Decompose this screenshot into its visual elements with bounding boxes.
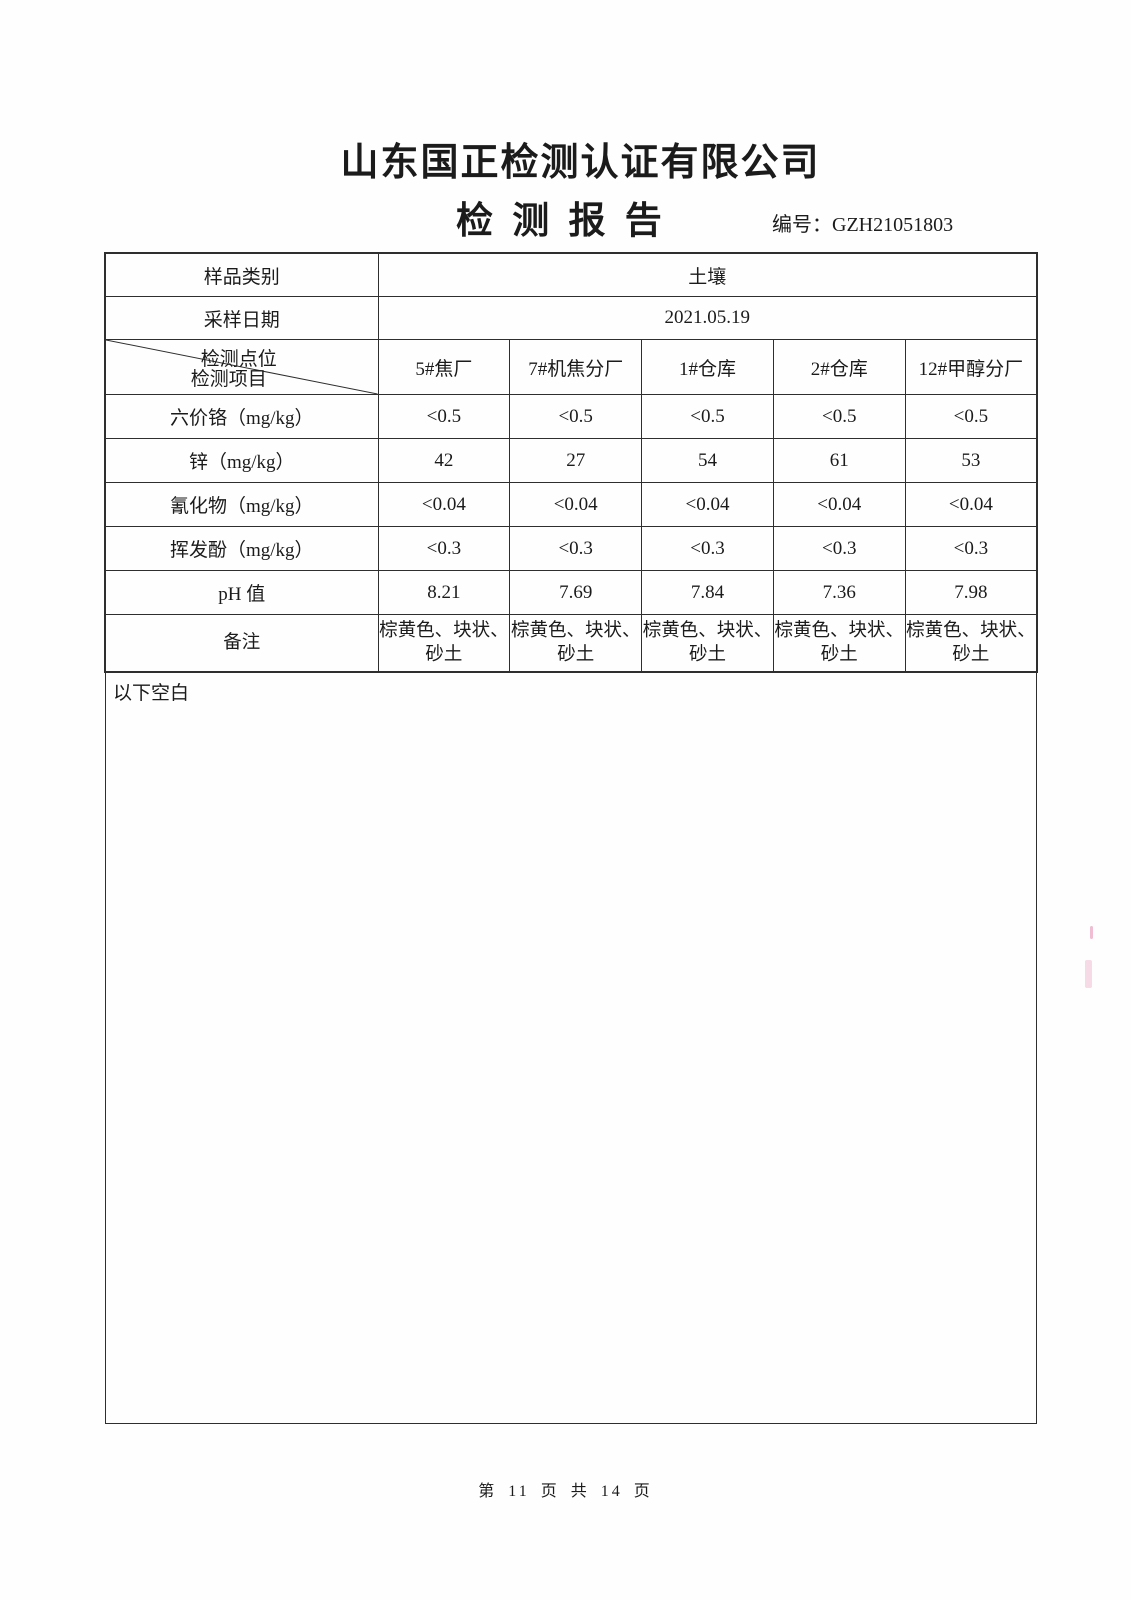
corner-label-test-point: 检测点位	[200, 349, 277, 370]
sampling-date-label: 采样日期	[104, 296, 379, 340]
result-cell: <0.5	[772, 394, 906, 439]
page-footer: 第 11 页 共 14 页	[478, 1483, 653, 1500]
scan-artifact	[1090, 926, 1093, 939]
sample-category-value: 土壤	[377, 252, 1038, 297]
diagonal-line	[106, 340, 378, 394]
diagonal-header-cell: 检测点位 检测项目	[104, 339, 379, 395]
row-label: 氰化物（mg/kg）	[104, 482, 379, 527]
result-cell: <0.04	[772, 482, 906, 527]
result-cell: 61	[772, 438, 906, 483]
table-row: 采样日期 2021.05.19	[104, 296, 1038, 340]
row-label: 挥发酚（mg/kg）	[104, 526, 379, 571]
location-header: 1#仓库	[641, 339, 774, 395]
result-cell: 棕黄色、块状、砂土	[509, 614, 643, 673]
sampling-date-value: 2021.05.19	[377, 296, 1038, 340]
corner-label-test-item: 检测项目	[190, 369, 267, 390]
result-cell: 棕黄色、块状、砂土	[641, 614, 774, 673]
result-cell: 54	[641, 438, 774, 483]
result-cell: <0.04	[509, 482, 643, 527]
row-label: 备注	[104, 614, 379, 673]
company-title: 山东国正检测认证有限公司	[340, 142, 821, 184]
blank-area: 以下空白	[105, 673, 1037, 1424]
table-row: 备注 棕黄色、块状、砂土 棕黄色、块状、砂土 棕黄色、块状、砂土 棕黄色、块状、…	[104, 614, 1038, 673]
location-header: 5#焦厂	[377, 339, 511, 395]
table-row: 样品类别 土壤	[104, 252, 1038, 297]
result-cell: <0.5	[641, 394, 774, 439]
blank-note: 以下空白	[113, 683, 190, 704]
row-label: 六价铬（mg/kg）	[104, 394, 379, 439]
table-row: 锌（mg/kg） 42 27 54 61 53	[104, 438, 1038, 483]
result-cell: <0.5	[904, 394, 1038, 439]
report-number: 编号：GZH21051803	[772, 208, 953, 237]
row-label: 锌（mg/kg）	[104, 438, 379, 483]
table-row: 挥发酚（mg/kg） <0.3 <0.3 <0.3 <0.3 <0.3	[104, 526, 1038, 571]
table-header-row: 检测点位 检测项目 5#焦厂 7#机焦分厂 1#仓库 2#仓库 12#甲醇分厂	[104, 339, 1038, 395]
result-cell: <0.3	[772, 526, 906, 571]
location-header: 2#仓库	[772, 339, 906, 395]
result-cell: 7.69	[509, 570, 643, 615]
row-label: pH 值	[104, 570, 379, 615]
table-row: 氰化物（mg/kg） <0.04 <0.04 <0.04 <0.04 <0.04	[104, 482, 1038, 527]
table-row: pH 值 8.21 7.69 7.84 7.36 7.98	[104, 570, 1038, 615]
table-row: 六价铬（mg/kg） <0.5 <0.5 <0.5 <0.5 <0.5	[104, 394, 1038, 439]
result-cell: 53	[904, 438, 1038, 483]
result-cell: 棕黄色、块状、砂土	[377, 614, 511, 673]
result-cell: <0.04	[904, 482, 1038, 527]
location-header: 12#甲醇分厂	[904, 339, 1038, 395]
results-table: 样品类别 土壤 采样日期 2021.05.19 检测点位 检测项目 5#焦厂 7…	[104, 252, 1038, 673]
result-cell: 7.98	[904, 570, 1038, 615]
result-cell: <0.04	[641, 482, 774, 527]
result-cell: <0.3	[509, 526, 643, 571]
result-cell: <0.5	[509, 394, 643, 439]
result-cell: <0.3	[641, 526, 774, 571]
report-number-label: 编号：	[772, 214, 832, 236]
location-header: 7#机焦分厂	[509, 339, 643, 395]
sample-category-label: 样品类别	[104, 252, 379, 297]
results-table-wrap: 样品类别 土壤 采样日期 2021.05.19 检测点位 检测项目 5#焦厂 7…	[104, 252, 1038, 1424]
result-cell: 棕黄色、块状、砂土	[904, 614, 1038, 673]
result-cell: <0.3	[377, 526, 511, 571]
result-cell: 7.36	[772, 570, 906, 615]
report-title: 检 测 报 告	[456, 201, 667, 242]
result-cell: 27	[509, 438, 643, 483]
report-number-value: GZH21051803	[832, 214, 954, 236]
result-cell: 7.84	[641, 570, 774, 615]
result-cell: 8.21	[377, 570, 511, 615]
result-cell: 棕黄色、块状、砂土	[772, 614, 906, 673]
scan-artifact	[1085, 960, 1092, 988]
result-cell: <0.5	[377, 394, 511, 439]
result-cell: <0.04	[377, 482, 511, 527]
result-cell: <0.3	[904, 526, 1038, 571]
result-cell: 42	[377, 438, 511, 483]
